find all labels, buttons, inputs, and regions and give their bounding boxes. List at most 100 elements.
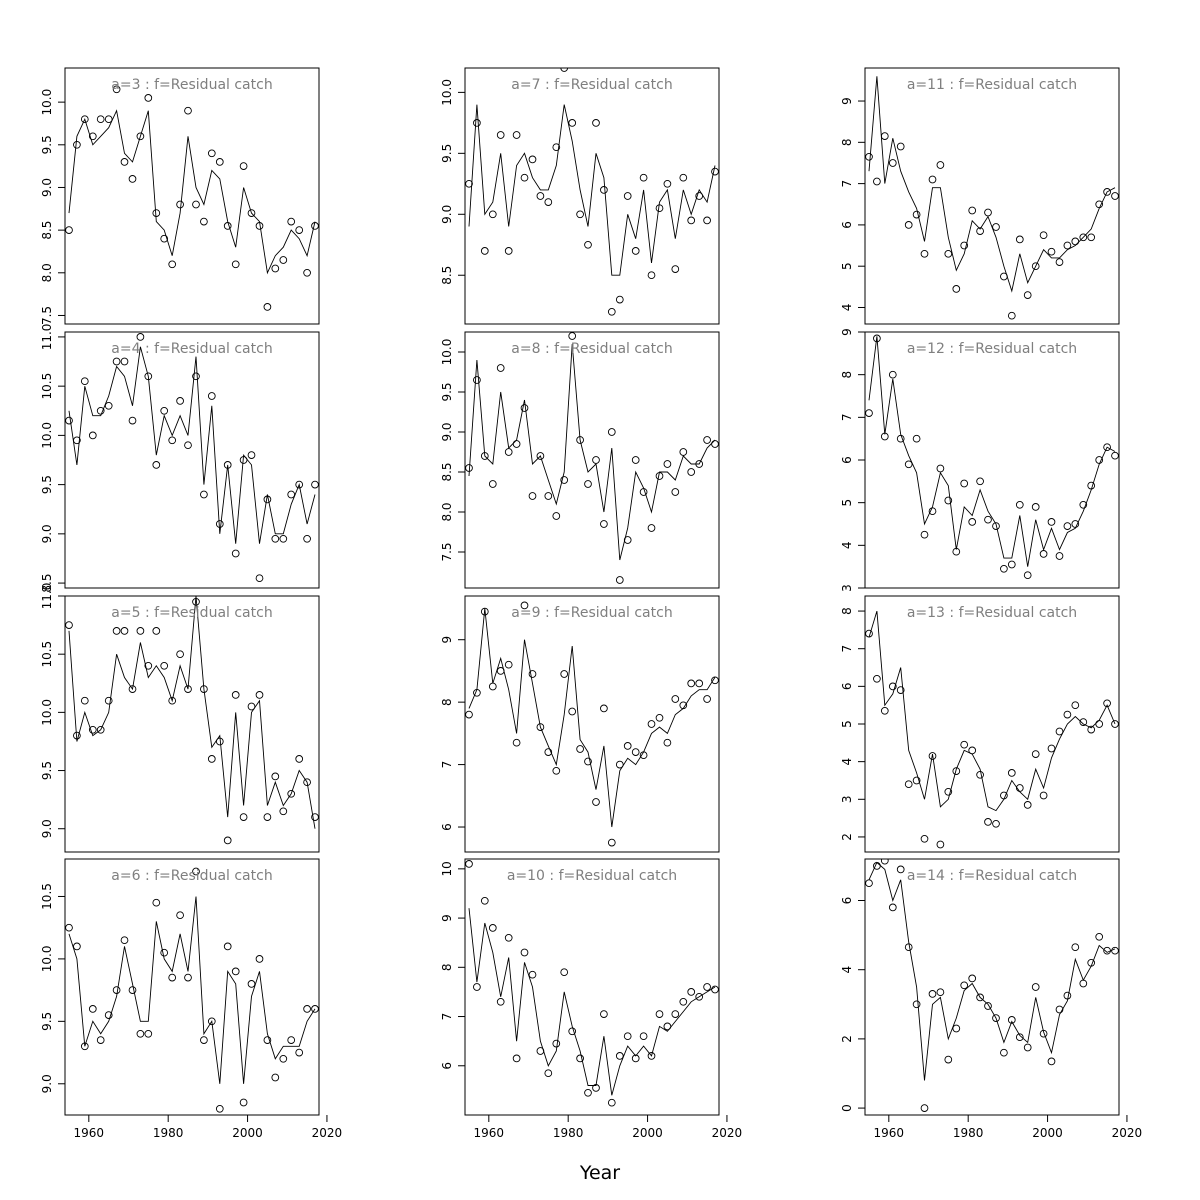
data-point (1000, 564, 1008, 573)
data-point (873, 177, 881, 186)
data-point (703, 216, 711, 225)
data-point (160, 406, 169, 415)
data-point (160, 234, 169, 243)
y-tick-label: 6 (840, 221, 854, 229)
data-point (968, 518, 977, 526)
fitted-line (868, 610, 1116, 812)
data-point (1055, 727, 1064, 736)
panel-frame (464, 331, 720, 589)
data-point (695, 992, 704, 1001)
data-point (679, 701, 688, 710)
data-point (615, 295, 624, 304)
data-point (984, 818, 992, 826)
data-point (984, 1002, 992, 1010)
plot-area (465, 332, 719, 584)
y-tick-label: 7 (840, 180, 854, 188)
data-point (1063, 241, 1072, 250)
data-point (176, 650, 184, 659)
y-tick-label: 8.0 (40, 263, 54, 282)
plot-area (865, 859, 1119, 1112)
data-point (152, 209, 161, 217)
data-point (873, 334, 881, 343)
data-point (120, 936, 129, 945)
data-point (279, 1054, 288, 1063)
fitted-line (468, 104, 716, 276)
data-point (1015, 235, 1024, 244)
data-point (247, 980, 256, 988)
data-point (1031, 750, 1040, 758)
data-point (1039, 231, 1048, 240)
panel-title: a=12 : f=Residual catch (907, 341, 1077, 357)
data-point (488, 924, 497, 932)
y-tick-label: 10.0 (40, 89, 54, 116)
data-point (255, 574, 264, 583)
fitted-line (68, 346, 316, 544)
data-point (496, 131, 505, 139)
data-point (1095, 456, 1104, 464)
data-point (231, 549, 240, 558)
data-point (920, 1104, 929, 1112)
data-point (247, 209, 256, 217)
data-point (287, 789, 296, 798)
data-point (695, 192, 704, 200)
panel-grid: 7.5 8.0 8.5 9.0 9.5 10.0 a=3 : f=Residual catc… (40, 67, 1142, 1140)
x-tick-label: 1960 (474, 1126, 505, 1140)
data-point (992, 223, 1000, 231)
y-tick-label: 10.5 (40, 641, 54, 668)
data-point (512, 1054, 521, 1063)
data-point (536, 1047, 545, 1055)
y-tick-label: 8.5 (440, 462, 454, 481)
data-point (144, 372, 153, 381)
data-point (960, 740, 969, 749)
plot-area (65, 85, 319, 311)
data-point (528, 155, 537, 164)
data-point (1007, 560, 1016, 569)
data-point (1023, 571, 1032, 580)
data-point (655, 713, 664, 722)
data-point (1071, 701, 1080, 710)
data-point (239, 456, 248, 464)
data-point (976, 770, 984, 779)
data-point (623, 742, 632, 750)
data-point (1000, 791, 1008, 800)
data-point (104, 115, 113, 124)
data-point (104, 1011, 113, 1019)
data-point (168, 973, 177, 982)
data-point (711, 676, 719, 685)
y-tick-label: 4 (840, 542, 854, 550)
data-point (200, 1036, 208, 1044)
data-point (639, 751, 648, 760)
data-point (1031, 983, 1040, 991)
data-point (96, 725, 105, 734)
data-point (279, 534, 288, 543)
data-point (496, 667, 505, 675)
panel-frame (64, 331, 320, 589)
data-point (944, 787, 953, 796)
panel-frame (464, 67, 720, 325)
data-point (480, 452, 489, 460)
data-point (552, 512, 561, 520)
fitted-line (68, 896, 316, 1084)
data-point (207, 392, 216, 400)
data-point (703, 695, 711, 703)
data-point (152, 461, 161, 469)
data-point (128, 986, 137, 994)
data-point (144, 94, 153, 102)
data-point (1079, 500, 1088, 509)
data-point (576, 210, 584, 219)
chart-panel: 8.5 9.0 9.5 10.0 10.5 11.0 a=4 : f=Residual ca… (40, 324, 320, 593)
data-point (1007, 769, 1016, 777)
data-point (65, 226, 73, 234)
y-tick-label: 9 (440, 636, 454, 644)
data-point (88, 1005, 97, 1013)
data-point (255, 691, 264, 699)
data-point (671, 265, 680, 273)
data-point (176, 397, 184, 405)
y-tick-label: 8.5 (440, 266, 454, 285)
data-point (88, 725, 97, 734)
y-tick-label: 9.5 (40, 761, 54, 780)
data-point (112, 357, 121, 366)
data-point (976, 477, 984, 486)
data-point (711, 167, 719, 176)
y-tick-label: 9.0 (40, 1074, 54, 1093)
